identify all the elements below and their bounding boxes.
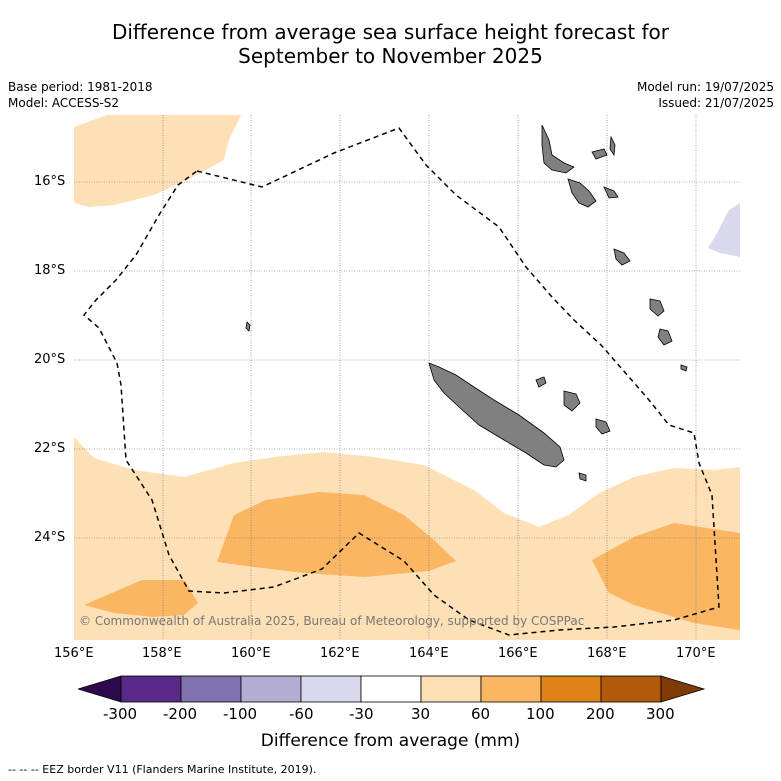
vanuatu-island-5 [603, 186, 619, 199]
lon-label-166e: 166°E [498, 646, 538, 661]
lat-label-24s: 24°S [34, 530, 66, 545]
page-title-line1: Difference from average sea surface heig… [111, 20, 670, 44]
vanuatu-island-1 [541, 124, 575, 174]
base-period-text: Base period: 1981-2018 [8, 80, 153, 94]
vanuatu-island-4 [609, 135, 616, 157]
loyalty-island-4 [578, 472, 587, 482]
anomaly-band-60-100-central [217, 492, 456, 577]
colorbar-seg-9 [600, 675, 662, 703]
colorbar-extend-low [78, 675, 122, 703]
anomaly-band-30-60-north [74, 115, 241, 207]
lon-label-160e: 160°E [231, 646, 271, 661]
colorbar-seg-3 [240, 675, 302, 703]
chesterfield-island [245, 321, 251, 332]
colorbar-tick-100: 100 [526, 705, 555, 723]
colorbar-seg-1 [120, 675, 182, 703]
colorbar-tick-200: 200 [586, 705, 615, 723]
loyalty-island-1 [563, 390, 581, 412]
copyright-notice: © Commonwealth of Australia 2025, Bureau… [79, 614, 585, 628]
colorbar-seg-2 [180, 675, 242, 703]
vanuatu-island-3 [591, 148, 608, 160]
colorbar-seg-7 [480, 675, 542, 703]
colorbar-tick-minus200: -200 [163, 705, 198, 723]
eez-footnote: -- -- -- EEZ border V11 (Flanders Marine… [8, 763, 317, 776]
colorbar [78, 675, 706, 703]
lon-label-158e: 158°E [142, 646, 182, 661]
vanuatu-island-7 [649, 298, 665, 317]
colorbar-seg-6 [420, 675, 482, 703]
colorbar-tick-60: 60 [471, 705, 491, 723]
lat-label-22s: 22°S [34, 441, 66, 456]
map-gridlines [74, 115, 740, 640]
colorbar-tick-minus300: -300 [103, 705, 138, 723]
lon-label-162e: 162°E [320, 646, 360, 661]
vanuatu-island-9 [680, 364, 688, 372]
vanuatu-island-8 [657, 328, 673, 346]
vanuatu-island-2 [567, 178, 597, 208]
lon-label-170e: 170°E [676, 646, 716, 661]
colorbar-seg-5 [360, 675, 422, 703]
colorbar-extend-high [660, 675, 706, 703]
colorbar-tick-300: 300 [646, 705, 675, 723]
page-title-line2: September to November 2025 [238, 44, 543, 68]
lon-label-156e: 156°E [54, 646, 94, 661]
model-text: Model: ACCESS-S2 [8, 96, 120, 110]
land-masses [245, 124, 688, 482]
colorbar-title: Difference from average (mm) [260, 731, 521, 751]
anomaly-band-minus30-minus60-east [708, 203, 740, 257]
vanuatu-island-6 [613, 248, 631, 266]
lon-label-164e: 164°E [409, 646, 449, 661]
anomaly-band-60-100-west [84, 580, 198, 617]
lat-label-18s: 18°S [34, 263, 66, 278]
issued-text: Issued: 21/07/2025 [658, 96, 774, 110]
colorbar-tick-minus30: -30 [349, 705, 374, 723]
new-caledonia-island [428, 362, 565, 468]
sea-level-map [74, 115, 740, 640]
lon-label-168e: 168°E [587, 646, 627, 661]
loyalty-island-2 [595, 418, 611, 435]
colorbar-seg-8 [540, 675, 602, 703]
anomaly-band-60-100-east [592, 523, 740, 630]
model-run-text: Model run: 19/07/2025 [636, 80, 774, 94]
colorbar-tick-30: 30 [411, 705, 431, 723]
loyalty-island-3 [535, 376, 547, 388]
colorbar-seg-4 [300, 675, 362, 703]
colorbar-tick-minus100: -100 [223, 705, 258, 723]
lat-label-16s: 16°S [34, 174, 66, 189]
lat-label-20s: 20°S [34, 352, 66, 367]
colorbar-tick-minus60: -60 [289, 705, 314, 723]
eez-border [82, 127, 720, 636]
